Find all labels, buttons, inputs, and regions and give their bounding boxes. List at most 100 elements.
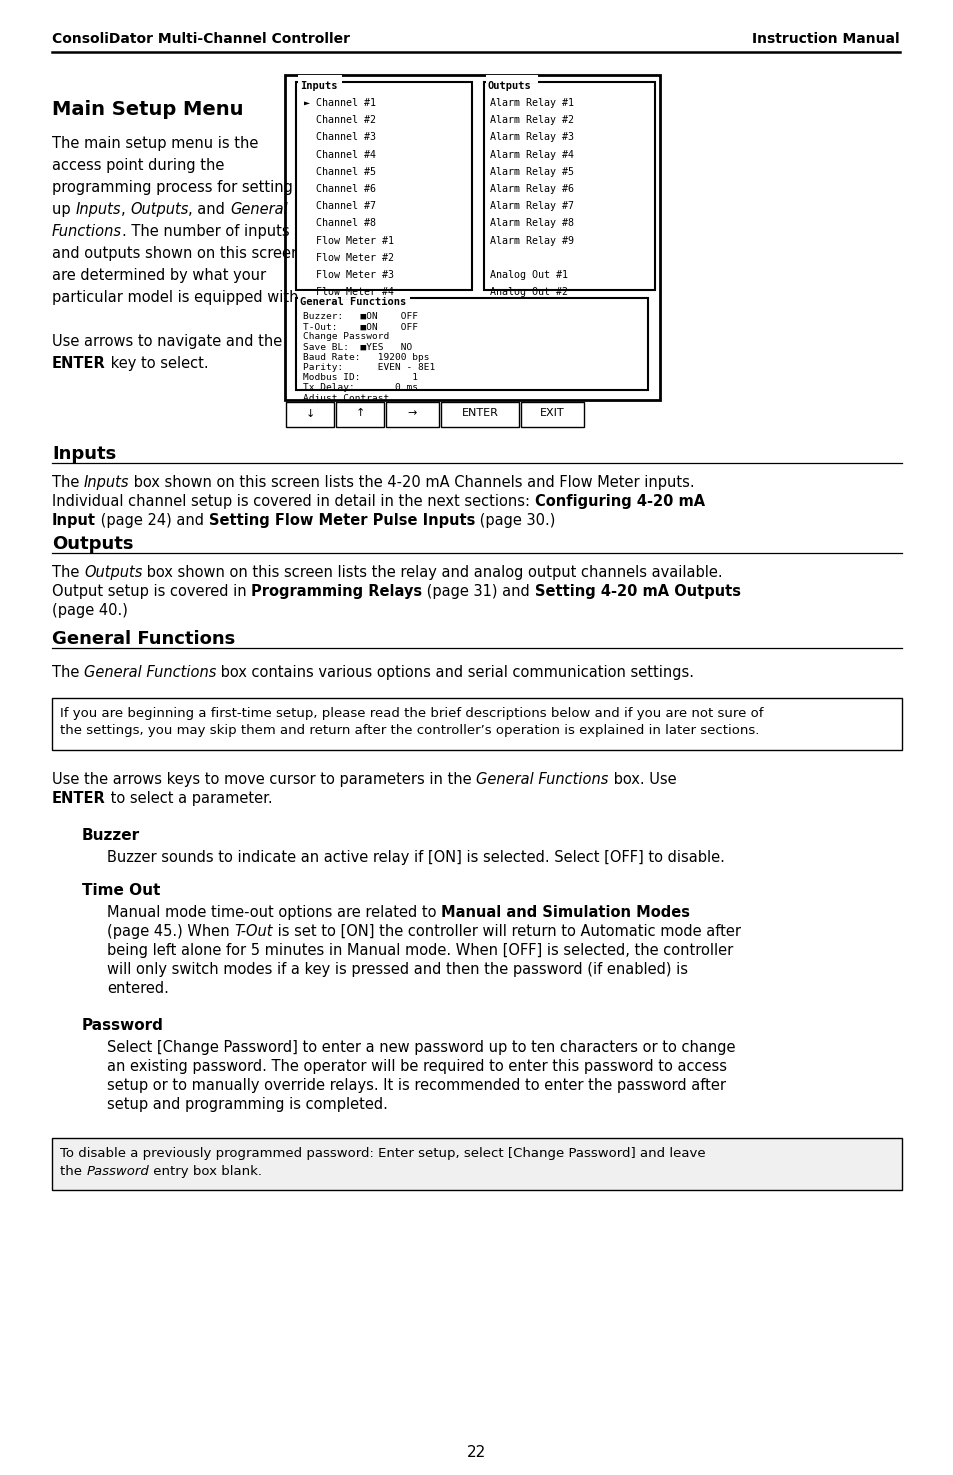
Text: being left alone for 5 minutes in Manual mode. When [OFF] is selected, the contr: being left alone for 5 minutes in Manual…	[107, 943, 733, 957]
Text: ↓: ↓	[305, 409, 314, 419]
Text: Save BL:  ■YES   NO: Save BL: ■YES NO	[303, 342, 412, 351]
Text: Flow Meter #4: Flow Meter #4	[304, 288, 394, 296]
Text: will only switch modes if a key is pressed and then the password (if enabled) is: will only switch modes if a key is press…	[107, 962, 687, 976]
Text: The: The	[52, 565, 84, 580]
Text: ► Channel #1: ► Channel #1	[304, 97, 375, 108]
Text: General Functions: General Functions	[84, 665, 216, 680]
Text: →: →	[407, 409, 416, 419]
Text: Individual channel setup is covered in detail in the next sections:: Individual channel setup is covered in d…	[52, 494, 534, 509]
Text: Channel #6: Channel #6	[304, 184, 375, 195]
Text: Select [Change Password] to enter a new password up to ten characters or to chan: Select [Change Password] to enter a new …	[107, 1040, 735, 1055]
Text: Inputs: Inputs	[299, 81, 337, 91]
Bar	[286, 403, 334, 426]
Text: the: the	[60, 1165, 86, 1179]
Text: Change Password: Change Password	[303, 332, 389, 341]
Bar	[485, 75, 537, 83]
Text: Buzzer sounds to indicate an active relay if [ON] is selected. Select [OFF] to d: Buzzer sounds to indicate an active rela…	[107, 850, 724, 864]
Text: T-Out:    ■ON    OFF: T-Out: ■ON OFF	[303, 322, 417, 332]
Text: , and: , and	[188, 202, 230, 217]
Text: Configuring 4-20 mA: Configuring 4-20 mA	[534, 494, 704, 509]
Text: The: The	[52, 665, 84, 680]
Text: Analog Out #2: Analog Out #2	[490, 288, 567, 296]
Text: is set to [ON] the controller will return to Automatic mode after: is set to [ON] the controller will retur…	[273, 923, 740, 940]
Text: Channel #7: Channel #7	[304, 201, 375, 211]
Text: General Functions: General Functions	[476, 771, 608, 788]
Bar	[285, 75, 659, 400]
Text: Programming Relays: Programming Relays	[251, 584, 422, 599]
Text: Flow Meter #3: Flow Meter #3	[304, 270, 394, 280]
Text: Alarm Relay #2: Alarm Relay #2	[490, 115, 574, 125]
Text: To disable a previously programmed password: Enter setup, select [Change Passwor: To disable a previously programmed passw…	[60, 1148, 705, 1159]
Text: an existing password. The operator will be required to enter this password to ac: an existing password. The operator will …	[107, 1059, 726, 1074]
Text: and outputs shown on this screen: and outputs shown on this screen	[52, 246, 300, 261]
Bar	[295, 298, 647, 389]
Text: General Functions: General Functions	[52, 630, 235, 648]
Text: Password: Password	[82, 1018, 164, 1032]
Text: key to select.: key to select.	[106, 355, 208, 372]
Text: Alarm Relay #5: Alarm Relay #5	[490, 167, 574, 177]
Bar	[52, 698, 901, 749]
Text: entered.: entered.	[107, 981, 169, 996]
Text: Outputs: Outputs	[488, 81, 531, 91]
Text: Flow Meter #1: Flow Meter #1	[304, 236, 394, 246]
Text: (page 24) and: (page 24) and	[96, 513, 209, 528]
Text: particular model is equipped with.: particular model is equipped with.	[52, 291, 303, 305]
Text: Channel #8: Channel #8	[304, 218, 375, 229]
Text: Setting Flow Meter Pulse Inputs: Setting Flow Meter Pulse Inputs	[209, 513, 475, 528]
Text: to select a parameter.: to select a parameter.	[106, 791, 273, 805]
Text: The main setup menu is the: The main setup menu is the	[52, 136, 258, 150]
Text: The: The	[52, 475, 84, 490]
Text: Channel #3: Channel #3	[304, 133, 375, 143]
Text: Inputs: Inputs	[52, 445, 116, 463]
Text: General: General	[230, 202, 287, 217]
Text: Use the arrows keys to move cursor to parameters in the: Use the arrows keys to move cursor to pa…	[52, 771, 476, 788]
Text: ENTER: ENTER	[52, 355, 106, 372]
Text: Channel #5: Channel #5	[304, 167, 375, 177]
Text: entry box blank.: entry box blank.	[149, 1165, 262, 1179]
Text: programming process for setting: programming process for setting	[52, 180, 293, 195]
Text: Tx Delay:       0 ms: Tx Delay: 0 ms	[303, 384, 417, 392]
Text: Manual mode time-out options are related to: Manual mode time-out options are related…	[107, 906, 440, 920]
Text: Instruction Manual: Instruction Manual	[752, 32, 899, 46]
Text: setup or to manually override relays. It is recommended to enter the password af: setup or to manually override relays. It…	[107, 1078, 725, 1093]
Bar	[386, 403, 438, 426]
Bar	[297, 75, 341, 83]
Text: ENTER: ENTER	[52, 791, 106, 805]
Text: Outputs: Outputs	[52, 535, 133, 553]
Text: Inputs: Inputs	[84, 475, 130, 490]
Text: setup and programming is completed.: setup and programming is completed.	[107, 1097, 388, 1112]
Text: Functions: Functions	[52, 224, 122, 239]
Text: Analog Out #1: Analog Out #1	[490, 270, 567, 280]
Text: General Functions: General Functions	[299, 296, 406, 307]
Text: (page 45.) When: (page 45.) When	[107, 923, 234, 940]
Text: (page 30.): (page 30.)	[475, 513, 555, 528]
Text: Alarm Relay #4: Alarm Relay #4	[490, 149, 574, 159]
Text: (page 31) and: (page 31) and	[422, 584, 535, 599]
Text: Alarm Relay #3: Alarm Relay #3	[490, 133, 574, 143]
Text: Outputs: Outputs	[84, 565, 142, 580]
Text: Adjust Contrast: Adjust Contrast	[303, 394, 389, 403]
Text: Buzzer:   ■ON    OFF: Buzzer: ■ON OFF	[303, 313, 417, 322]
Text: Modbus ID:         1: Modbus ID: 1	[303, 373, 417, 382]
Text: Parity:      EVEN - 8E1: Parity: EVEN - 8E1	[303, 363, 435, 372]
Text: Time Out: Time Out	[82, 884, 160, 898]
Text: Output setup is covered in: Output setup is covered in	[52, 584, 251, 599]
Text: Flow Meter #2: Flow Meter #2	[304, 252, 394, 263]
Text: box contains various options and serial communication settings.: box contains various options and serial …	[216, 665, 694, 680]
Text: (page 40.): (page 40.)	[52, 603, 128, 618]
Text: EXIT: EXIT	[539, 409, 564, 419]
Text: Alarm Relay #1: Alarm Relay #1	[490, 97, 574, 108]
Text: are determined by what your: are determined by what your	[52, 268, 266, 283]
Text: Use arrows to navigate and the: Use arrows to navigate and the	[52, 333, 282, 350]
Text: 22: 22	[467, 1446, 486, 1460]
Text: up: up	[52, 202, 75, 217]
Text: Alarm Relay #7: Alarm Relay #7	[490, 201, 574, 211]
Text: Outputs: Outputs	[130, 202, 188, 217]
Text: ,: ,	[121, 202, 130, 217]
Text: Inputs: Inputs	[75, 202, 121, 217]
Text: box shown on this screen lists the relay and analog output channels available.: box shown on this screen lists the relay…	[142, 565, 722, 580]
Text: box. Use: box. Use	[608, 771, 676, 788]
Text: Alarm Relay #9: Alarm Relay #9	[490, 236, 574, 246]
Text: Channel #2: Channel #2	[304, 115, 375, 125]
Text: Input: Input	[52, 513, 96, 528]
